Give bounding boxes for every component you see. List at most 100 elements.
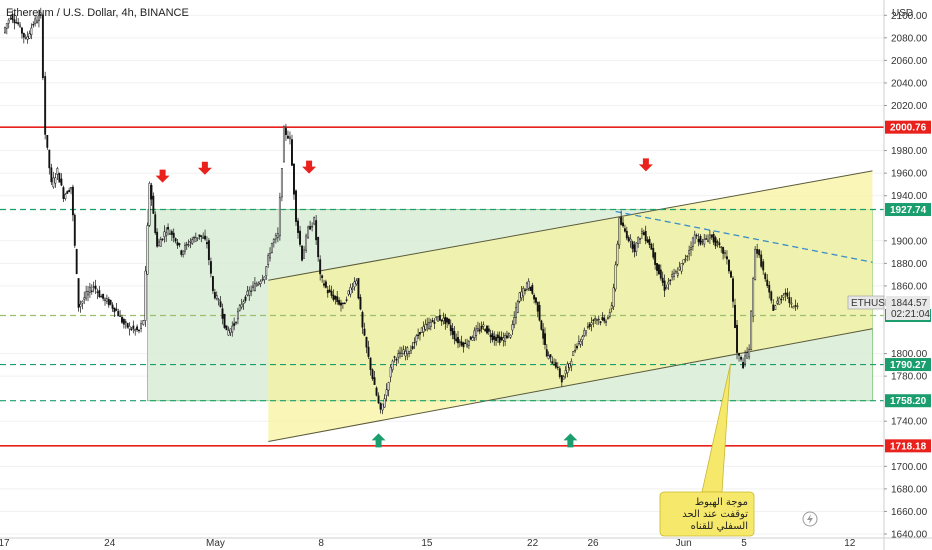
candle-body <box>253 283 256 291</box>
candle-body <box>560 375 563 383</box>
candle-body <box>159 239 162 247</box>
down-arrow-icon <box>638 158 653 172</box>
candle-body <box>742 362 745 369</box>
candle-body <box>473 330 476 338</box>
candle-body <box>233 323 236 326</box>
candle-body <box>371 369 374 379</box>
candle-body <box>411 346 414 349</box>
candle-body <box>482 324 485 327</box>
y-tick-label: 1780.00 <box>891 372 928 383</box>
price-tag-box <box>885 203 931 217</box>
candle-body <box>603 317 606 322</box>
candle-body <box>642 232 645 236</box>
candle-body <box>336 296 339 303</box>
candle-body <box>36 20 38 24</box>
candle-body <box>204 235 207 240</box>
candle-body <box>710 234 713 238</box>
candle-body <box>784 292 787 295</box>
candle-body <box>338 300 341 305</box>
candle-body <box>588 324 591 327</box>
up-arrow-icon <box>563 433 578 448</box>
candle-body <box>440 319 443 322</box>
quick-trade-icon[interactable] <box>802 511 818 527</box>
candle-body <box>326 290 329 294</box>
x-tick-label: 24 <box>104 538 116 549</box>
candle-body <box>387 382 390 391</box>
candle-body <box>289 136 291 140</box>
candle-body <box>534 297 537 303</box>
down-arrow-icon <box>302 160 317 174</box>
candle-body <box>686 255 689 258</box>
candle-body <box>697 238 700 243</box>
candle-body <box>556 366 559 369</box>
y-tick-label: 1680.00 <box>891 484 928 495</box>
candle-body <box>498 336 501 343</box>
candle-body <box>265 266 268 277</box>
candle-body <box>5 23 8 29</box>
candle-body <box>475 328 478 336</box>
candle-body <box>85 291 88 299</box>
candle-body <box>223 313 226 328</box>
candle-body <box>391 360 394 370</box>
candle-body <box>397 353 400 358</box>
candle-body <box>782 294 785 298</box>
candle-body <box>377 395 380 404</box>
candle-body <box>28 33 31 39</box>
candle-body <box>381 403 384 411</box>
candle-body <box>455 338 458 342</box>
candle-body <box>579 340 582 345</box>
candle-body <box>505 335 508 339</box>
candle-body <box>531 285 534 294</box>
candle-body <box>418 332 421 335</box>
candle-body <box>673 272 675 277</box>
candle-body <box>221 308 224 319</box>
candle-body <box>60 178 63 186</box>
candle-body <box>480 325 483 330</box>
x-tick-label: 5 <box>741 538 747 549</box>
candle-body <box>365 336 368 348</box>
candle-body <box>276 233 279 238</box>
x-tick-label: 17 <box>0 538 10 549</box>
candle-body <box>426 323 429 326</box>
candle-body <box>154 214 157 233</box>
candle-body <box>572 351 575 356</box>
candle-body <box>435 316 438 318</box>
candle-body <box>165 232 168 236</box>
candle-body <box>58 172 61 183</box>
candle-body <box>618 217 621 246</box>
candle-body <box>457 337 459 344</box>
candle-body <box>404 350 407 357</box>
candle-body <box>37 15 40 22</box>
y-tick-label: 1640.00 <box>891 530 928 541</box>
candle-body <box>676 272 679 276</box>
candle-body <box>762 261 765 271</box>
candle-body <box>305 235 308 251</box>
candle-body <box>132 325 135 329</box>
candle-body <box>734 304 736 329</box>
candle-body <box>513 317 516 325</box>
candle-body <box>66 191 69 194</box>
candle-body <box>627 237 630 242</box>
candle-body <box>659 269 662 279</box>
candle-body <box>134 329 137 332</box>
candle-body <box>102 293 105 299</box>
candle-body <box>586 326 589 328</box>
x-tick-label: 22 <box>527 538 539 549</box>
candle-body <box>478 329 481 332</box>
candle-body <box>332 294 335 300</box>
candle-body <box>26 36 29 40</box>
candle-body <box>778 297 781 305</box>
candle-body <box>665 287 668 290</box>
y-tick-label: 1900.00 <box>891 236 928 247</box>
candle-body <box>167 226 170 230</box>
candle-body <box>701 240 704 243</box>
candle-body <box>213 292 216 299</box>
candle-body <box>525 282 528 290</box>
candle-body <box>429 322 432 327</box>
candle-body <box>542 329 545 339</box>
candle-body <box>644 231 647 241</box>
candle-body <box>484 329 487 332</box>
price-tag: 2000.76 <box>885 120 931 134</box>
candle-body <box>574 349 577 352</box>
